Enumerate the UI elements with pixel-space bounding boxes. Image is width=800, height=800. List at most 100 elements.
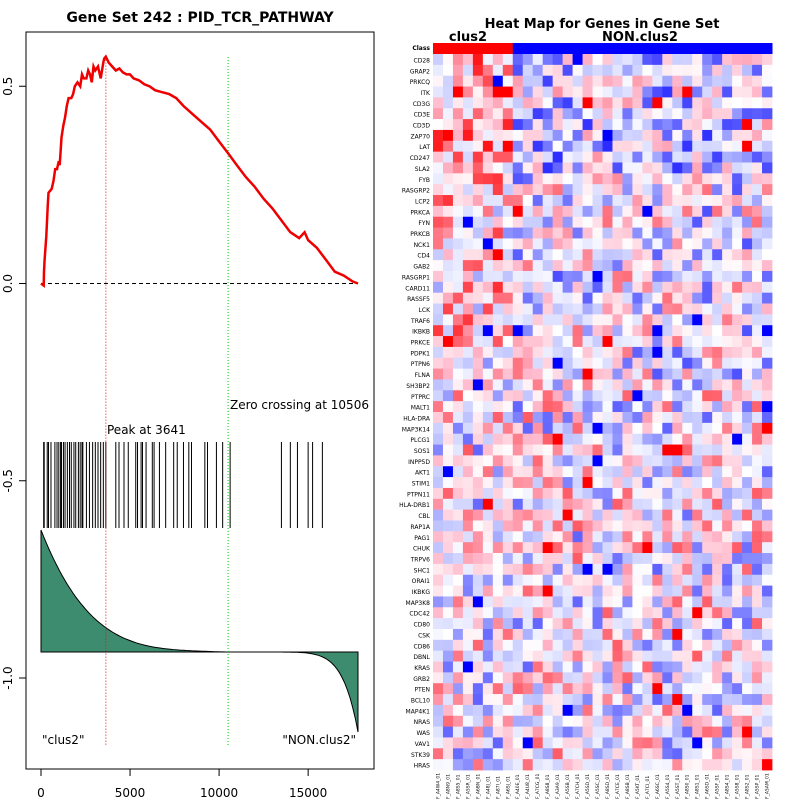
heatmap-cell <box>462 390 474 402</box>
heatmap-cell <box>542 759 554 771</box>
heatmap-cell <box>472 704 484 717</box>
heatmap-cell <box>452 195 464 207</box>
heatmap-cell <box>682 455 693 467</box>
heatmap-cell <box>752 477 763 489</box>
heatmap-cell <box>722 683 733 695</box>
heatmap-cell <box>722 759 733 771</box>
gene-label: KRAS <box>414 665 430 672</box>
heatmap-cell <box>722 162 733 174</box>
heatmap-cell <box>632 694 643 706</box>
heatmap-cell <box>692 726 703 738</box>
heatmap-cell <box>492 357 504 370</box>
heatmap-cell <box>572 444 583 456</box>
heatmap-cell <box>692 672 703 684</box>
sample-label: F_A5AM_01 <box>765 773 771 799</box>
heatmap-cell <box>612 694 623 706</box>
heatmap-cell <box>682 715 693 728</box>
heatmap-cell <box>752 759 763 771</box>
heatmap-cell <box>682 412 693 424</box>
heatmap-cell <box>492 433 504 445</box>
heatmap-cell <box>492 54 504 66</box>
sample-label: F_A5SD_01 <box>585 774 591 799</box>
heatmap-cell <box>632 412 643 424</box>
heatmap-cell <box>462 661 474 673</box>
heatmap-cell <box>652 303 663 315</box>
heatmap-cell <box>542 531 554 543</box>
heatmap-cell <box>622 422 633 435</box>
heatmap-cell <box>612 205 623 218</box>
heatmap-cell <box>433 487 444 500</box>
heatmap-cell <box>692 151 703 163</box>
heatmap-cell <box>442 270 454 283</box>
heatmap-cell <box>652 54 663 66</box>
heatmap-cell <box>512 412 524 424</box>
heatmap-cell <box>742 368 753 380</box>
heatmap-cell <box>542 346 554 359</box>
heatmap-cell <box>542 379 554 391</box>
heatmap-cell <box>642 553 653 565</box>
heatmap-cell <box>522 140 534 153</box>
heatmap-cell <box>582 86 593 98</box>
heatmap-cell <box>712 596 723 608</box>
heatmap-cell <box>532 650 544 662</box>
gene-label: CDC42 <box>409 611 430 618</box>
heatmap-cell <box>722 346 733 359</box>
heatmap-cell <box>542 563 554 576</box>
heatmap-cell <box>642 129 653 142</box>
heatmap-cell <box>512 759 524 771</box>
heatmap-cell <box>552 639 564 652</box>
heatmap-cell <box>612 412 623 424</box>
heatmap-cell <box>512 553 524 565</box>
heatmap-cell <box>462 129 474 142</box>
heatmap-cell <box>642 184 653 196</box>
heatmap-cell <box>462 487 474 500</box>
heatmap-cell <box>682 433 693 445</box>
heatmap-cell <box>562 184 573 196</box>
heatmap-cell <box>472 75 484 87</box>
heatmap-cell <box>762 596 773 608</box>
heatmap-cell <box>502 303 514 315</box>
heatmap-cell <box>512 129 524 142</box>
heatmap-cell <box>672 748 683 760</box>
heatmap-cell <box>682 704 693 717</box>
heatmap-cell <box>492 140 504 153</box>
heatmap-cell <box>592 466 603 478</box>
gene-label: PRKCB <box>410 231 430 238</box>
heatmap-cell <box>552 574 564 586</box>
heatmap-cell <box>462 694 474 706</box>
heatmap-cell <box>502 151 514 163</box>
heatmap-cell <box>632 64 643 77</box>
heatmap-cell <box>712 281 723 294</box>
heatmap-cell <box>712 292 723 304</box>
heatmap-cell <box>572 205 583 218</box>
heatmap-cell <box>602 260 613 272</box>
heatmap-cell <box>512 238 524 250</box>
heatmap-cell <box>542 184 554 196</box>
heatmap-cell <box>592 412 603 424</box>
heatmap-cell <box>632 108 643 120</box>
heatmap-cell <box>712 54 723 66</box>
heatmap-cell <box>502 618 514 630</box>
heatmap-cell <box>612 260 623 272</box>
heatmap-cell <box>672 704 683 717</box>
heatmap-cell <box>492 216 504 228</box>
heatmap-cell <box>502 694 514 706</box>
heatmap-cell <box>662 390 673 402</box>
heatmap-cell <box>472 173 484 185</box>
heatmap-cell <box>722 368 733 380</box>
heatmap-cell <box>522 715 534 728</box>
heatmap-cell <box>433 205 444 218</box>
heatmap-cell <box>552 184 564 196</box>
heatmap-cell <box>442 422 454 435</box>
heatmap-cell <box>502 238 514 250</box>
heatmap-cell <box>472 759 484 771</box>
heatmap-cell <box>562 75 573 87</box>
heatmap-cell <box>562 336 573 348</box>
heatmap-cell <box>433 574 444 586</box>
heatmap-cell <box>612 542 623 554</box>
heatmap-cell <box>622 650 633 662</box>
heatmap-cell <box>732 119 743 131</box>
heatmap-cell <box>712 553 723 565</box>
heatmap-cell <box>562 661 573 673</box>
heatmap-cell <box>472 715 484 728</box>
